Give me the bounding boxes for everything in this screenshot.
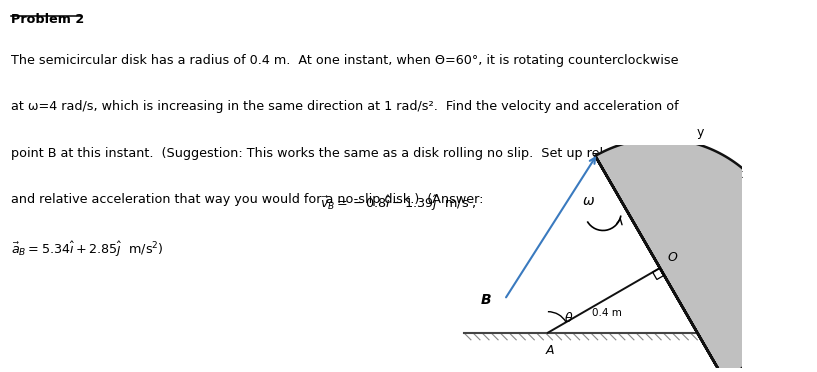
Text: O: O	[667, 251, 677, 264]
Text: y: y	[696, 126, 703, 139]
Text: A: A	[546, 344, 554, 357]
Text: x: x	[735, 168, 743, 181]
Text: B: B	[481, 293, 492, 307]
Polygon shape	[596, 139, 789, 372]
Text: $\theta$: $\theta$	[564, 311, 574, 326]
Text: 0.4 m: 0.4 m	[592, 308, 622, 318]
Text: at ω=4 rad/s, which is increasing in the same direction at 1 rad/s².  Find the v: at ω=4 rad/s, which is increasing in the…	[11, 100, 678, 113]
Text: The semicircular disk has a radius of 0.4 m.  At one instant, when Θ=60°, it is : The semicircular disk has a radius of 0.…	[11, 54, 678, 67]
Text: $\vec{v}_B = -0.8\hat{\imath} - 1.39\hat{\jmath}$  m/s ,: $\vec{v}_B = -0.8\hat{\imath} - 1.39\hat…	[320, 193, 477, 212]
Text: $\omega$: $\omega$	[583, 194, 596, 208]
Text: Problem 2: Problem 2	[11, 13, 84, 26]
Text: and relative acceleration that way you would for a no-slip disk.)  (Answer:: and relative acceleration that way you w…	[11, 193, 491, 206]
Text: point B at this instant.  (Suggestion: This works the same as a disk rolling no : point B at this instant. (Suggestion: Th…	[11, 147, 689, 160]
Text: $\vec{a}_B = 5.34\hat{\imath} + 2.85\hat{\jmath}$  m/s$^2$): $\vec{a}_B = 5.34\hat{\imath} + 2.85\hat…	[11, 240, 163, 259]
